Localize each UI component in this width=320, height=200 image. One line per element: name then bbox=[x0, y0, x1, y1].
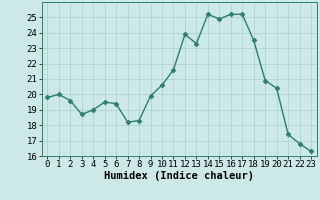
X-axis label: Humidex (Indice chaleur): Humidex (Indice chaleur) bbox=[104, 171, 254, 181]
